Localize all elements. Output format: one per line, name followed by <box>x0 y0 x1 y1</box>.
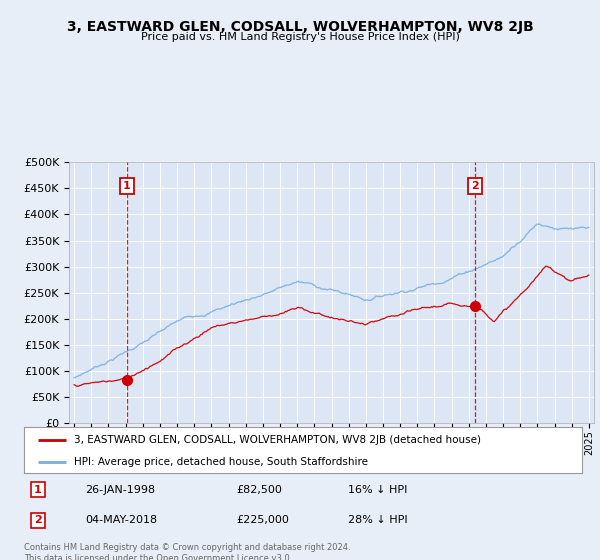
Text: 1: 1 <box>123 181 131 191</box>
Text: 2: 2 <box>34 515 42 525</box>
Text: 3, EASTWARD GLEN, CODSALL, WOLVERHAMPTON, WV8 2JB (detached house): 3, EASTWARD GLEN, CODSALL, WOLVERHAMPTON… <box>74 435 481 445</box>
Text: 04-MAY-2018: 04-MAY-2018 <box>85 515 158 525</box>
Text: £82,500: £82,500 <box>236 484 282 494</box>
Text: £225,000: £225,000 <box>236 515 289 525</box>
Text: HPI: Average price, detached house, South Staffordshire: HPI: Average price, detached house, Sout… <box>74 457 368 466</box>
Text: 28% ↓ HPI: 28% ↓ HPI <box>347 515 407 525</box>
Text: 16% ↓ HPI: 16% ↓ HPI <box>347 484 407 494</box>
Text: 1: 1 <box>34 484 42 494</box>
Text: Price paid vs. HM Land Registry's House Price Index (HPI): Price paid vs. HM Land Registry's House … <box>140 32 460 43</box>
Text: Contains HM Land Registry data © Crown copyright and database right 2024.
This d: Contains HM Land Registry data © Crown c… <box>24 543 350 560</box>
Text: 26-JAN-1998: 26-JAN-1998 <box>85 484 155 494</box>
Text: 3, EASTWARD GLEN, CODSALL, WOLVERHAMPTON, WV8 2JB: 3, EASTWARD GLEN, CODSALL, WOLVERHAMPTON… <box>67 20 533 34</box>
Text: 2: 2 <box>471 181 478 191</box>
